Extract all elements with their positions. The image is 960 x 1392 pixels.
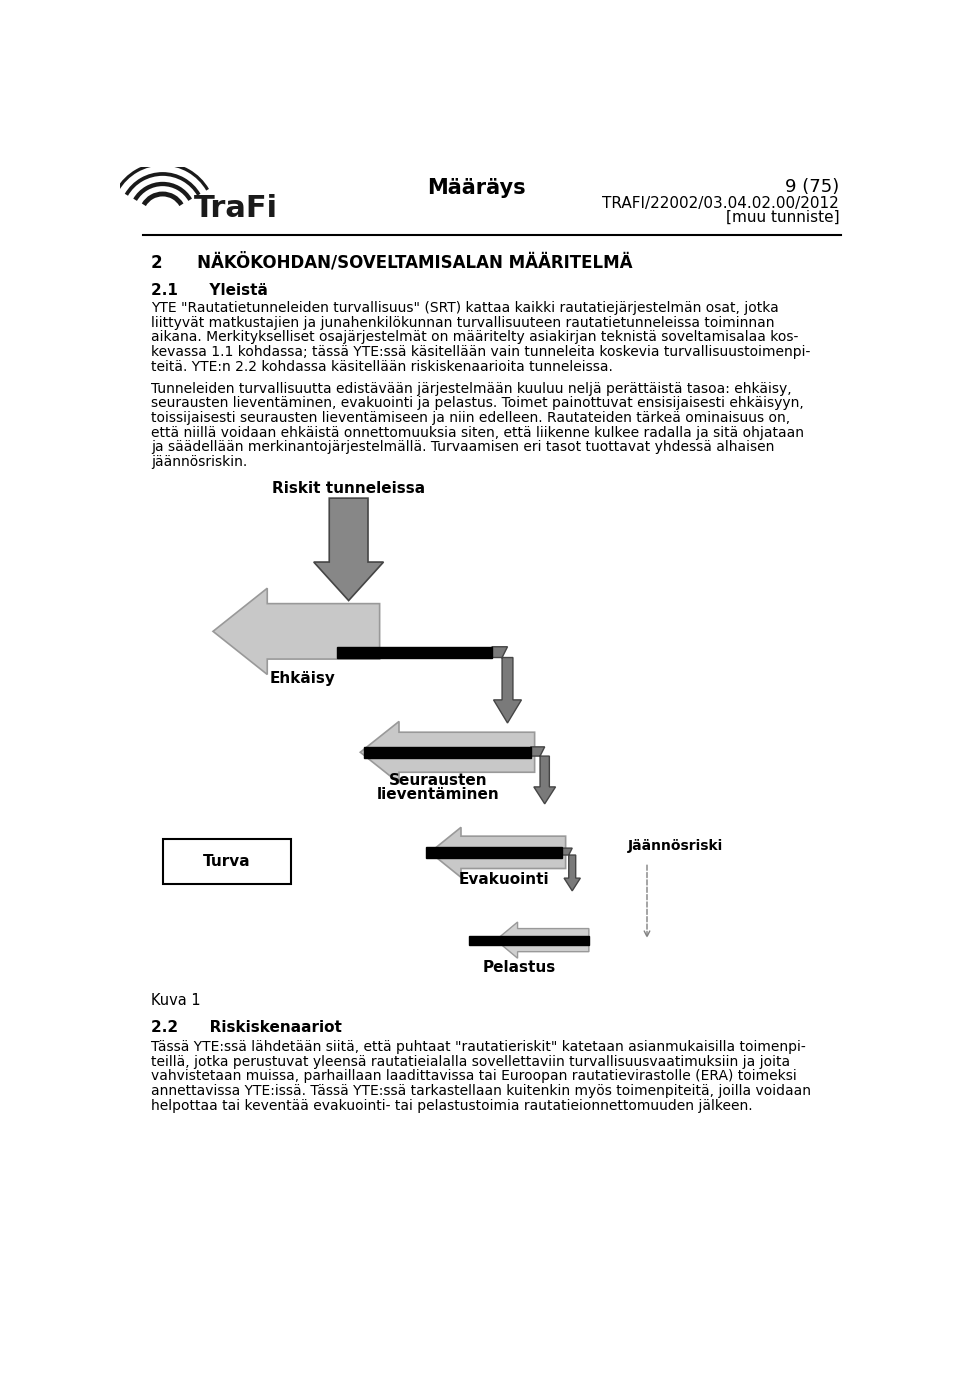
Text: Tässä YTE:ssä lähdetään siitä, että puhtaat "rautatieriskit" katetaan asianmukai: Tässä YTE:ssä lähdetään siitä, että puht… (151, 1040, 805, 1054)
Text: kevassa 1.1 kohdassa; tässä YTE:ssä käsitellään vain tunneleita koskevia turvall: kevassa 1.1 kohdassa; tässä YTE:ssä käsi… (151, 345, 810, 359)
Polygon shape (496, 922, 588, 958)
Text: helpottaa tai keventää evakuointi- tai pelastustoimia rautatieionnettomuuden jäl: helpottaa tai keventää evakuointi- tai p… (151, 1098, 753, 1112)
Polygon shape (213, 589, 379, 675)
Text: että niillä voidaan ehkäistä onnettomuuksia siten, että liikenne kulkee radalla : että niillä voidaan ehkäistä onnettomuuk… (151, 426, 804, 440)
Text: vahvistetaan muissa, parhaillaan laadittavissa tai Euroopan rautatievirastolle (: vahvistetaan muissa, parhaillaan laaditt… (151, 1069, 797, 1083)
Text: jäännösriskin.: jäännösriskin. (151, 455, 248, 469)
Bar (364, 748, 531, 757)
Text: TRAFI/22002/03.04.02.00/2012: TRAFI/22002/03.04.02.00/2012 (603, 196, 839, 212)
Text: liittyvät matkustajien ja junahenkilökunnan turvallisuuteen rautatietunneleissa : liittyvät matkustajien ja junahenkilökun… (151, 316, 775, 330)
Text: 2      NÄKÖKOHDAN/SOVELTAMISALAN MÄÄRITELMÄ: 2 NÄKÖKOHDAN/SOVELTAMISALAN MÄÄRITELMÄ (151, 253, 633, 271)
Text: 2.2      Riskiskenaariot: 2.2 Riskiskenaariot (151, 1020, 342, 1036)
Text: teitä. YTE:n 2.2 kohdassa käsitellään riskiskenaarioita tunneleissa.: teitä. YTE:n 2.2 kohdassa käsitellään ri… (151, 359, 612, 373)
Polygon shape (562, 848, 581, 891)
Text: aikana. Merkitykselliset osajärjestelmät on määritelty asiakirjan teknistä sovel: aikana. Merkitykselliset osajärjestelmät… (151, 330, 799, 344)
Text: Jäännösriski: Jäännösriski (628, 839, 723, 853)
Text: Evakuointi: Evakuointi (458, 871, 549, 887)
Text: seurausten lieventäminen, evakuointi ja pelastus. Toimet painottuvat ensisijaise: seurausten lieventäminen, evakuointi ja … (151, 397, 804, 411)
Text: Seurausten: Seurausten (389, 773, 487, 788)
Polygon shape (360, 721, 535, 784)
Text: Tunneleiden turvallisuutta edistävään järjestelmään kuuluu neljä perättäistä tas: Tunneleiden turvallisuutta edistävään jä… (151, 381, 792, 395)
Text: toissijaisesti seurausten lieventämiseen ja niin edelleen. Rautateiden tärkeä om: toissijaisesti seurausten lieventämiseen… (151, 411, 790, 425)
Text: ja säädellään merkinantojärjestelmällä. Turvaamisen eri tasot tuottavat yhdessä : ja säädellään merkinantojärjestelmällä. … (151, 440, 775, 454)
Bar (468, 935, 588, 945)
Bar (162, 839, 291, 884)
Text: YTE "Rautatietunneleiden turvallisuus" (SRT) kattaa kaikki rautatiejärjestelmän : YTE "Rautatietunneleiden turvallisuus" (… (151, 301, 779, 315)
Text: Turva: Turva (203, 855, 251, 869)
Bar (337, 647, 492, 657)
Text: Kuva 1: Kuva 1 (151, 994, 201, 1008)
Text: annettavissa YTE:issä. Tässä YTE:ssä tarkastellaan kuitenkin myös toimenpiteitä,: annettavissa YTE:issä. Tässä YTE:ssä tar… (151, 1084, 811, 1098)
Text: Riskit tunneleissa: Riskit tunneleissa (272, 482, 425, 496)
Bar (426, 846, 562, 857)
Polygon shape (314, 498, 383, 600)
Text: teillä, jotka perustuvat yleensä rautatieialalla sovellettaviin turvallisuusvaat: teillä, jotka perustuvat yleensä rautati… (151, 1055, 790, 1069)
Text: Määräys: Määräys (427, 178, 526, 198)
Polygon shape (492, 647, 521, 722)
Text: [muu tunniste]: [muu tunniste] (726, 210, 839, 226)
Text: 9 (75): 9 (75) (785, 178, 839, 196)
Polygon shape (531, 748, 556, 803)
Text: 2.1      Yleistä: 2.1 Yleistä (151, 283, 268, 298)
Polygon shape (430, 827, 565, 877)
Text: TraFi: TraFi (194, 193, 277, 223)
Text: Pelastus: Pelastus (483, 960, 556, 976)
Text: lieventäminen: lieventäminen (376, 786, 499, 802)
Text: Ehkäisy: Ehkäisy (269, 671, 335, 686)
